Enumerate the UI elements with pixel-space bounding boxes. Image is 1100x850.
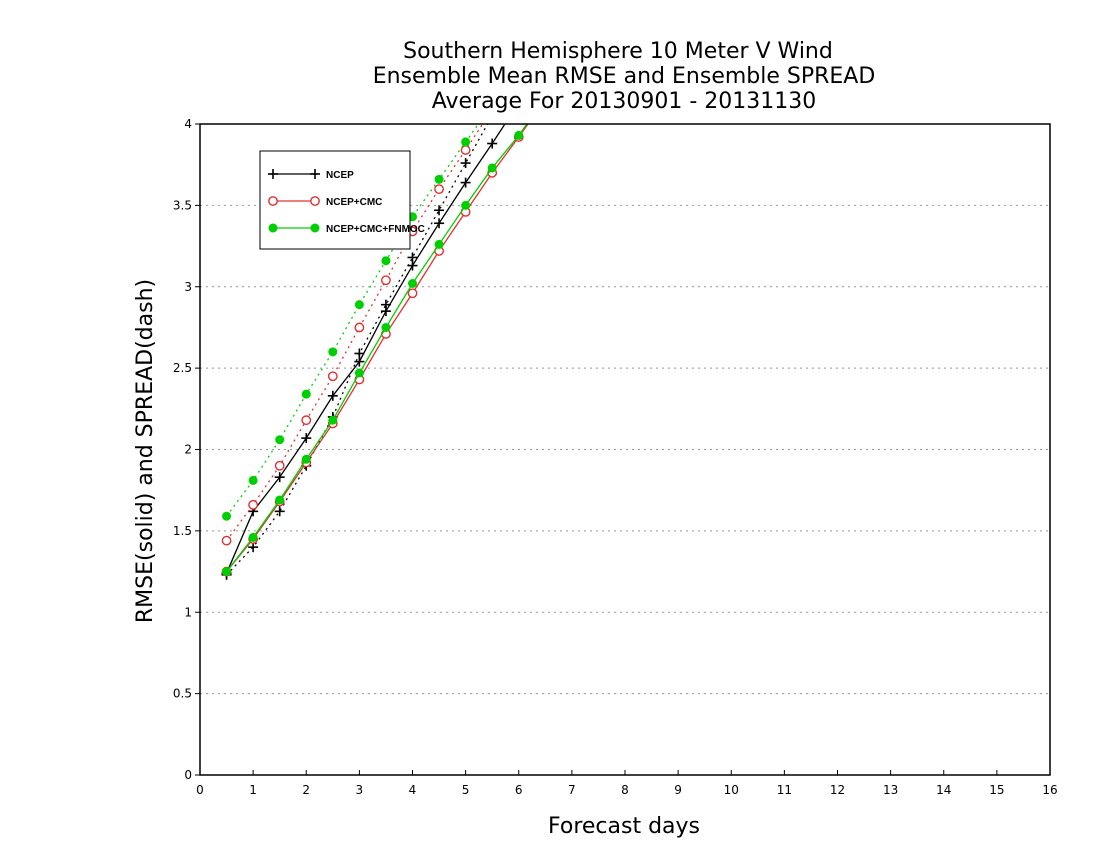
x-tick-label-6: 6 [515, 783, 523, 797]
legend-label-0: NCEP [326, 170, 354, 181]
series-0-spread-line [226, 124, 489, 576]
series-2-rmse-point-4 [328, 415, 338, 425]
x-tick-label-16: 16 [1042, 783, 1057, 797]
y-tick-label-8: 4 [184, 117, 192, 131]
series-0 [221, 124, 506, 580]
x-tick-label-15: 15 [989, 783, 1004, 797]
x-tick-label-10: 10 [724, 783, 739, 797]
series-1-spread-line [226, 124, 484, 542]
series-2-rmse-point-1 [248, 532, 258, 542]
series-1-spread-point-3 [301, 415, 312, 426]
series-2-spread-point-9 [461, 137, 471, 147]
x-tick-label-9: 9 [674, 783, 682, 797]
y-tick-label-6: 3 [184, 280, 192, 294]
x-tick-label-2: 2 [302, 783, 310, 797]
series-0-rmse-point-2 [274, 472, 285, 483]
series-2 [222, 124, 528, 577]
series-0-spread-point-2 [274, 506, 285, 517]
y-tick-label-0: 0 [184, 768, 192, 782]
series-1-spread-point-6 [381, 275, 391, 286]
legend-marker-end-2 [310, 223, 320, 233]
x-tick-label-8: 8 [621, 783, 629, 797]
y-axis: 0 0.5 1 1.5 2 2.5 3 3.5 4 [173, 117, 200, 782]
gridlines [200, 204, 1050, 695]
x-tick-label-14: 14 [936, 783, 951, 797]
series-0-spread-point-9 [460, 158, 471, 169]
series-0-rmse-point-9 [460, 177, 471, 188]
series-2-spread-point-8 [434, 174, 444, 184]
series-2-rmse-point-11 [514, 130, 524, 140]
series-2-spread-point-2 [275, 435, 285, 445]
series-0-rmse-point-8 [434, 218, 445, 229]
x-tick-label-0: 0 [196, 783, 204, 797]
series-1-spread-point-2 [274, 460, 285, 471]
y-tick-label-5: 2.5 [173, 361, 192, 375]
series-0-rmse-point-7 [407, 260, 418, 271]
title-line-3: Average For 20130901 - 20131130 [432, 89, 817, 114]
legend-label-1: NCEP+CMC [326, 197, 382, 208]
legend-marker-end-0 [310, 169, 320, 179]
series-0-spread-point-8 [434, 205, 445, 216]
series-2-rmse-point-0 [222, 567, 232, 577]
series-1-spread-point-5 [354, 322, 365, 333]
y-axis-label: RMSE(solid) and SPREAD(dash) [133, 279, 158, 623]
series-2-rmse-point-10 [487, 163, 497, 173]
series-2-spread-point-0 [222, 511, 232, 521]
y-tick-label-1: 0.5 [173, 687, 192, 701]
series-2-rmse-point-2 [275, 495, 285, 505]
y-tick-label-7: 3.5 [173, 198, 192, 212]
y-tick-label-4: 2 [184, 443, 192, 457]
series-1-spread-point-8 [434, 184, 444, 195]
series-0-rmse-point-5 [354, 356, 365, 367]
x-tick-label-4: 4 [409, 783, 417, 797]
series-0-rmse-point-6 [380, 306, 391, 317]
series-0-rmse-point-3 [301, 433, 312, 444]
series-1-spread-point-0 [221, 535, 232, 546]
series-1-spread-point-4 [327, 371, 338, 382]
legend-marker-start-1 [268, 196, 278, 206]
series-2-rmse-point-6 [381, 322, 391, 332]
series-1-spread-point-1 [248, 499, 259, 510]
x-tick-label-7: 7 [568, 783, 576, 797]
series-2-rmse-point-3 [301, 454, 311, 464]
legend-marker-start-2 [268, 223, 278, 233]
title-line-2: Ensemble Mean RMSE and Ensemble SPREAD [373, 64, 876, 89]
series-2-spread-point-6 [381, 256, 391, 266]
series-0-rmse-line [225, 124, 506, 574]
x-tick-label-13: 13 [883, 783, 898, 797]
x-tick-label-5: 5 [462, 783, 470, 797]
series-2-spread-point-5 [354, 300, 364, 310]
legend: NCEP NCEP+CMC NCEP+CMC+FNMOC [259, 150, 425, 250]
series-2-spread-point-1 [248, 475, 258, 485]
chart-title: Southern Hemisphere 10 Meter V Wind Ense… [373, 39, 876, 114]
x-tick-label-3: 3 [356, 783, 364, 797]
series-2-spread-point-4 [328, 347, 338, 357]
y-tick-label-2: 1 [184, 605, 192, 619]
x-tick-label-12: 12 [830, 783, 845, 797]
series-2-spread-point-3 [301, 389, 311, 399]
x-tick-label-11: 11 [777, 783, 792, 797]
series-0-rmse-point-10 [487, 138, 498, 149]
series-0-rmse-point-4 [327, 390, 338, 401]
series-2-rmse-point-9 [461, 200, 471, 210]
series-2-rmse-point-7 [408, 278, 417, 288]
legend-marker-end-1 [310, 196, 320, 206]
legend-label-2: NCEP+CMC+FNMOC [326, 224, 425, 235]
series-2-rmse-point-8 [434, 239, 444, 249]
x-tick-label-1: 1 [249, 783, 257, 797]
x-axis-label: Forecast days [548, 814, 700, 839]
y-tick-label-3: 1.5 [173, 524, 192, 538]
legend-box [259, 150, 411, 250]
series-layer [221, 124, 529, 580]
legend-marker-start-0 [268, 169, 278, 179]
series-2-rmse-point-5 [354, 368, 364, 378]
series-1-rmse-point-7 [407, 288, 418, 299]
x-axis: 0 1 2 3 4 5 6 7 8 9 10 11 12 13 14 15 16 [196, 770, 1058, 797]
title-line-1: Southern Hemisphere 10 Meter V Wind [403, 39, 833, 64]
